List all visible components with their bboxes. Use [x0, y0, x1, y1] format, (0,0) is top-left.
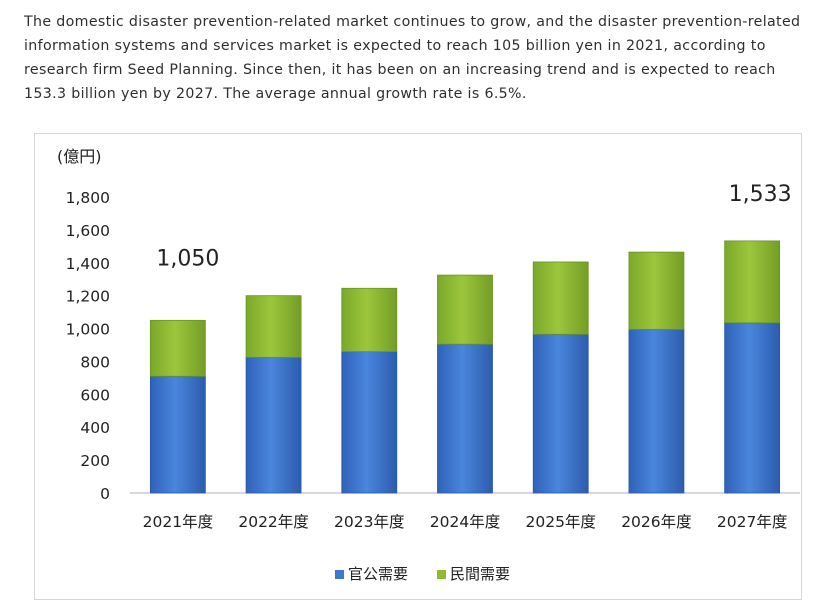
x-tick-label: 2022年度 — [238, 513, 308, 531]
bar-segment-private — [628, 251, 685, 330]
bar-segment-private — [437, 274, 493, 345]
chart-canvas: (億円) 0 200 400 600 800 1,000 1,200 1,400 1,600 1,… — [57, 147, 800, 583]
bar-segment-private — [532, 261, 589, 335]
legend-swatch — [335, 570, 344, 579]
total-annotation: 1,533 — [729, 182, 792, 207]
y-tick-label: 1,000 — [66, 321, 110, 339]
x-tick-label: 2023年度 — [334, 513, 404, 531]
y-tick-label: 1,200 — [66, 288, 110, 306]
bar-segment-public — [628, 328, 685, 494]
bar-segment-public — [724, 322, 781, 494]
y-axis-unit-label: (億円) — [57, 147, 102, 166]
total-annotations: 1,050 1,533 — [156, 182, 791, 271]
x-tick-label: 2027年度 — [717, 513, 787, 531]
y-tick-label: 0 — [100, 485, 110, 503]
x-axis-labels: 2021年度 2022年度 2023年度 2024年度 2025年度 2026年度 2027… — [143, 513, 788, 531]
legend-label: 民間需要 — [450, 565, 510, 583]
legend: 官公需要 民間需要 — [335, 565, 510, 583]
x-tick-label: 2025年度 — [525, 513, 595, 531]
bar-segment-public — [532, 333, 589, 494]
total-annotation: 1,050 — [156, 246, 219, 271]
legend-swatch — [437, 570, 446, 579]
y-tick-label: 400 — [80, 419, 110, 437]
stacked-bar-chart: (億円) 0 200 400 600 800 1,000 1,200 1,400 1,600 1,… — [34, 133, 802, 600]
intro-paragraph: The domestic disaster prevention-related… — [24, 14, 801, 102]
bar-segment-public — [245, 356, 302, 494]
x-tick-label: 2024年度 — [430, 513, 500, 531]
y-tick-label: 600 — [80, 386, 110, 404]
bar-segment-public — [437, 343, 493, 494]
y-tick-label: 200 — [80, 452, 110, 470]
legend-label: 官公需要 — [348, 565, 408, 583]
y-tick-label: 1,800 — [66, 189, 110, 207]
x-tick-label: 2021年度 — [143, 513, 213, 531]
bar-segment-public — [341, 351, 398, 494]
bar-segment-private — [341, 287, 398, 352]
y-axis-ticks: 0 200 400 600 800 1,000 1,200 1,400 1,600 1,800 — [66, 189, 110, 503]
x-tick-label: 2026年度 — [621, 513, 691, 531]
y-tick-label: 1,600 — [66, 222, 110, 240]
bar-segment-private — [149, 319, 206, 377]
y-tick-label: 800 — [80, 353, 110, 371]
bar-segment-public — [149, 375, 206, 494]
bars-group — [149, 240, 781, 494]
bar-segment-private — [724, 240, 781, 324]
y-tick-label: 1,400 — [66, 255, 110, 273]
bar-segment-private — [245, 295, 302, 358]
